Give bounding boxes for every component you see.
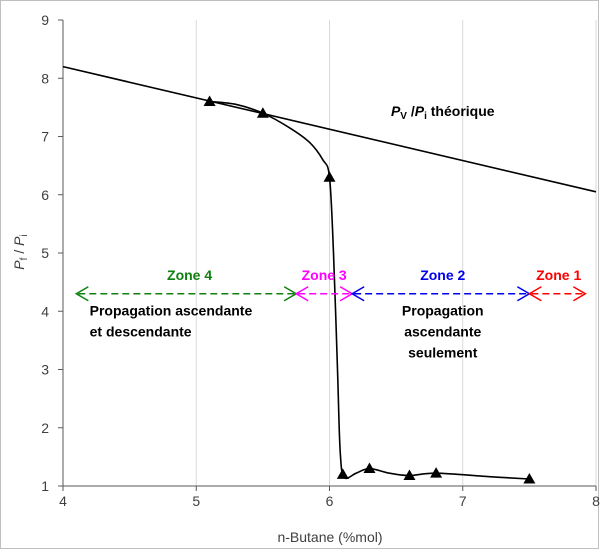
theory-label-sep: /	[407, 103, 415, 119]
zone-arrow-head-left	[294, 286, 309, 302]
y-tick-label: 5	[41, 245, 49, 261]
x-tick-label: 4	[59, 493, 67, 509]
zone-label: Zone 4	[167, 267, 212, 283]
y-axis-title-sub-f: f	[19, 257, 30, 260]
zone-arrow-head-left	[74, 286, 89, 302]
y-tick-label: 2	[41, 420, 49, 436]
theory-line-label: PV /Pi théorique	[391, 103, 495, 122]
theory-layer	[62, 65, 597, 193]
x-axis-title: n-Butane (%mol)	[277, 529, 382, 545]
x-tick-label: 6	[326, 493, 334, 509]
zone-arrow-head-left	[527, 286, 542, 302]
zone-label: Zone 2	[420, 267, 465, 283]
x-tick-label: 7	[459, 493, 467, 509]
data-point-triangle	[430, 467, 443, 478]
data-point-triangle	[336, 468, 349, 479]
zone-arrow-head-left	[350, 286, 365, 302]
grid-layer	[195, 20, 597, 486]
region-annotation-line: seulement	[408, 344, 478, 360]
theory-label-p: P	[391, 103, 401, 119]
y-tick-label: 1	[41, 478, 49, 494]
y-tick-label: 6	[41, 187, 49, 203]
region-annotation-line: Propagation	[402, 302, 484, 318]
theory-label-sub-v: V	[400, 111, 407, 122]
y-axis-title-p2: P	[11, 236, 27, 246]
data-point-triangle	[523, 473, 536, 484]
x-tick-label: 8	[592, 493, 600, 509]
axis-layer: 4 5 6 7 8 1 2 3 4 5 6 7 8 9	[41, 12, 600, 509]
y-axis-title-sep: /	[11, 246, 27, 258]
annotation-layer: Propagation ascendante et descendante Prop…	[90, 302, 484, 360]
zone-layer: Zone 4 Zone 3 Zone 2 Zone 1	[74, 267, 587, 302]
region-annotation-line: ascendante	[404, 323, 481, 339]
y-tick-label: 4	[41, 303, 49, 319]
theory-line	[62, 65, 597, 193]
region-annotation-line: Propagation ascendante	[90, 302, 253, 318]
region-annotation-line: et descendante	[90, 323, 192, 339]
zone-label: Zone 3	[302, 267, 347, 283]
theory-label-suffix: théorique	[427, 103, 495, 119]
fit-curve	[209, 100, 530, 480]
zone-arrow-head-right	[572, 286, 587, 302]
theory-label-p2: P	[415, 103, 425, 119]
y-axis-title-p: P	[11, 260, 27, 270]
zone-label: Zone 1	[536, 267, 581, 283]
y-tick-label: 8	[41, 70, 49, 86]
y-axis-title: Pf / Pi	[11, 234, 30, 269]
x-tick-label: 5	[192, 493, 200, 509]
y-tick-label: 7	[41, 129, 49, 145]
theory-label-sub-i: i	[424, 111, 427, 122]
data-point-triangle	[256, 107, 269, 118]
y-tick-label: 3	[41, 362, 49, 378]
curve-layer	[209, 100, 530, 480]
data-point-triangle	[323, 171, 336, 182]
point-layer	[203, 95, 536, 484]
data-point-triangle	[403, 469, 416, 481]
y-tick-label: 9	[41, 12, 49, 28]
data-point-triangle	[203, 95, 216, 107]
y-axis-title-sub-i: i	[19, 234, 30, 236]
data-point-triangle	[363, 462, 376, 474]
